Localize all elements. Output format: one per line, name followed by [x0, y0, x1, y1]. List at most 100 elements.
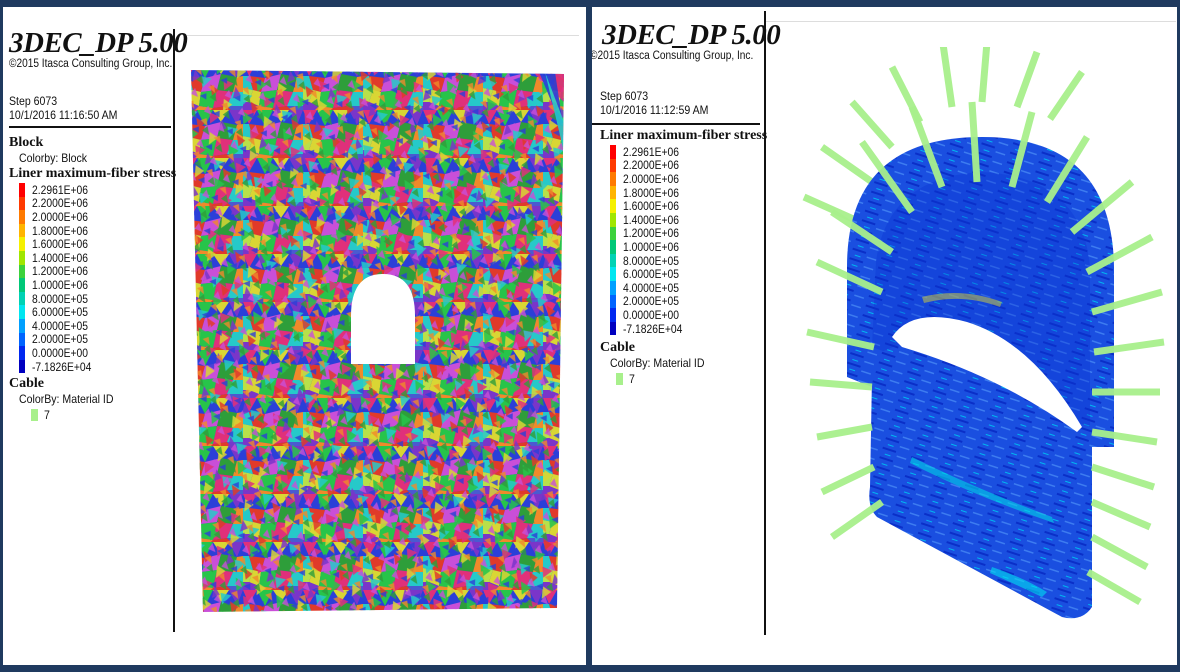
scale-row: 1.6000E+06: [19, 237, 171, 251]
scale-row: 2.0000E+05: [610, 294, 760, 309]
scale-row: 1.4000E+06: [610, 213, 760, 227]
scale-row: 2.0000E+06: [610, 172, 760, 186]
frame-left: [0, 0, 3, 672]
block-colorby: Colorby: Block: [19, 151, 88, 165]
scale-swatch: [610, 199, 616, 213]
scale-row: 0.0000E+00: [19, 346, 171, 360]
legend-divider: [592, 123, 760, 125]
scale-row: 6.0000E+05: [610, 267, 760, 281]
scale-swatch: [610, 321, 616, 336]
cable-legend-item: 7: [616, 372, 760, 386]
block-model-view: [191, 70, 564, 612]
scale-row: 1.0000E+06: [610, 240, 760, 254]
viewport-top-rule: [766, 21, 1176, 22]
scale-row: 0.0000E+00: [610, 308, 760, 322]
scale-row: -7.1826E+04: [19, 360, 171, 374]
viewport-separator: [764, 11, 766, 635]
scale-swatch: [610, 267, 616, 281]
step-label: Step 6073: [600, 89, 649, 103]
viewport-separator: [173, 29, 175, 632]
scale-row: 1.0000E+06: [19, 278, 171, 292]
liner-heading: Liner maximum-fiber stress: [9, 166, 177, 181]
legend-divider: [9, 126, 171, 128]
scale-row: 1.8000E+06: [19, 224, 171, 238]
scale-swatch: [610, 294, 616, 309]
scale-label: -7.1826E+04: [623, 321, 683, 336]
block-heading: Block: [9, 135, 44, 150]
scale-label: 2.0000E+05: [32, 332, 88, 347]
scale-label: 0.0000E+00: [623, 307, 679, 322]
scale-row: 2.0000E+05: [19, 332, 171, 347]
scale-label: 6.0000E+05: [32, 305, 88, 320]
cable-colorby: ColorBy: Material ID: [19, 392, 114, 407]
tunnel-opening: [351, 274, 415, 364]
tunnel-opening: [892, 317, 1082, 432]
scale-label: 1.8000E+06: [32, 223, 88, 238]
scale-label: 2.2961E+06: [32, 182, 88, 197]
scale-swatch: [19, 359, 25, 374]
scale-swatch: [610, 253, 616, 268]
scale-label: 1.2000E+06: [32, 264, 88, 279]
scale-swatch: [610, 280, 616, 295]
scale-row: 2.2961E+06: [610, 145, 760, 159]
cables-mid: [815, 101, 1165, 396]
scale-row: -7.1826E+04: [610, 322, 760, 336]
viewport-top-rule: [187, 35, 579, 36]
scale-swatch: [610, 308, 616, 322]
liner-cable-view: [802, 47, 1165, 619]
scale-label: 8.0000E+05: [32, 291, 88, 306]
scale-label: 2.2000E+06: [623, 158, 679, 173]
scale-label: 2.0000E+06: [32, 209, 88, 224]
scale-label: 4.0000E+05: [623, 280, 679, 295]
scale-row: 2.2961E+06: [19, 183, 171, 197]
scale-label: 1.6000E+06: [623, 199, 679, 214]
scale-swatch: [610, 185, 616, 200]
copyright: ©2015 Itasca Consulting Group, Inc.: [592, 50, 754, 62]
scale-row: 2.2000E+06: [610, 158, 760, 173]
left-legend: 3DEC_DP 5.00 ©2015 Itasca Consulting Gro…: [9, 7, 188, 422]
scale-label: 1.0000E+06: [623, 239, 679, 254]
scale-row: 8.0000E+05: [19, 292, 171, 306]
scale-swatch: [19, 183, 25, 197]
scale-label: 1.2000E+06: [623, 226, 679, 241]
cable-swatch: [31, 409, 38, 422]
scale-swatch: [19, 196, 25, 211]
cable-colorby: ColorBy: Material ID: [610, 356, 705, 371]
stress-scale: 2.2961E+06 2.2000E+06 2.0000E+06 1.8000E+06…: [610, 145, 760, 336]
scale-swatch: [610, 240, 616, 254]
cable-swatch: [616, 373, 623, 386]
scale-swatch: [19, 250, 25, 265]
datetime-label: 10/1/2016 11:12:59 AM: [600, 103, 709, 117]
scale-row: 6.0000E+05: [19, 305, 171, 319]
scale-label: 1.4000E+06: [32, 250, 88, 265]
scale-label: 4.0000E+05: [32, 318, 88, 333]
scale-row: 8.0000E+05: [610, 254, 760, 268]
scale-swatch: [610, 145, 616, 159]
scale-swatch: [610, 172, 616, 186]
scale-row: 2.2000E+06: [19, 196, 171, 211]
scale-label: 2.2000E+06: [32, 196, 88, 211]
scale-swatch: [19, 291, 25, 306]
scale-row: 4.0000E+05: [610, 281, 760, 295]
stress-scale: 2.2961E+06 2.2000E+06 2.0000E+06 1.8000E+06…: [19, 183, 171, 374]
scale-swatch: [610, 226, 616, 241]
scale-label: 6.0000E+05: [623, 267, 679, 282]
cable-legend-item: 7: [31, 408, 171, 422]
step-label: Step 6073: [9, 94, 58, 108]
scale-row: 1.6000E+06: [610, 199, 760, 213]
scale-swatch: [19, 346, 25, 360]
cable-value: 7: [44, 408, 50, 423]
scale-row: 1.2000E+06: [19, 264, 171, 279]
left-panel: 3DEC_DP 5.00 ©2015 Itasca Consulting Gro…: [3, 7, 586, 665]
cable-value: 7: [629, 372, 635, 387]
scale-label: 2.0000E+06: [623, 171, 679, 186]
cable-heading: Cable: [9, 376, 44, 392]
logo: 3DEC_DP 5.00: [9, 27, 188, 59]
scale-row: 2.0000E+06: [19, 210, 171, 224]
scale-label: -7.1826E+04: [32, 359, 92, 374]
scale-swatch: [610, 158, 616, 173]
scale-swatch: [610, 212, 616, 227]
scale-label: 2.0000E+05: [623, 294, 679, 309]
scale-label: 0.0000E+00: [32, 345, 88, 360]
scale-swatch: [19, 332, 25, 347]
